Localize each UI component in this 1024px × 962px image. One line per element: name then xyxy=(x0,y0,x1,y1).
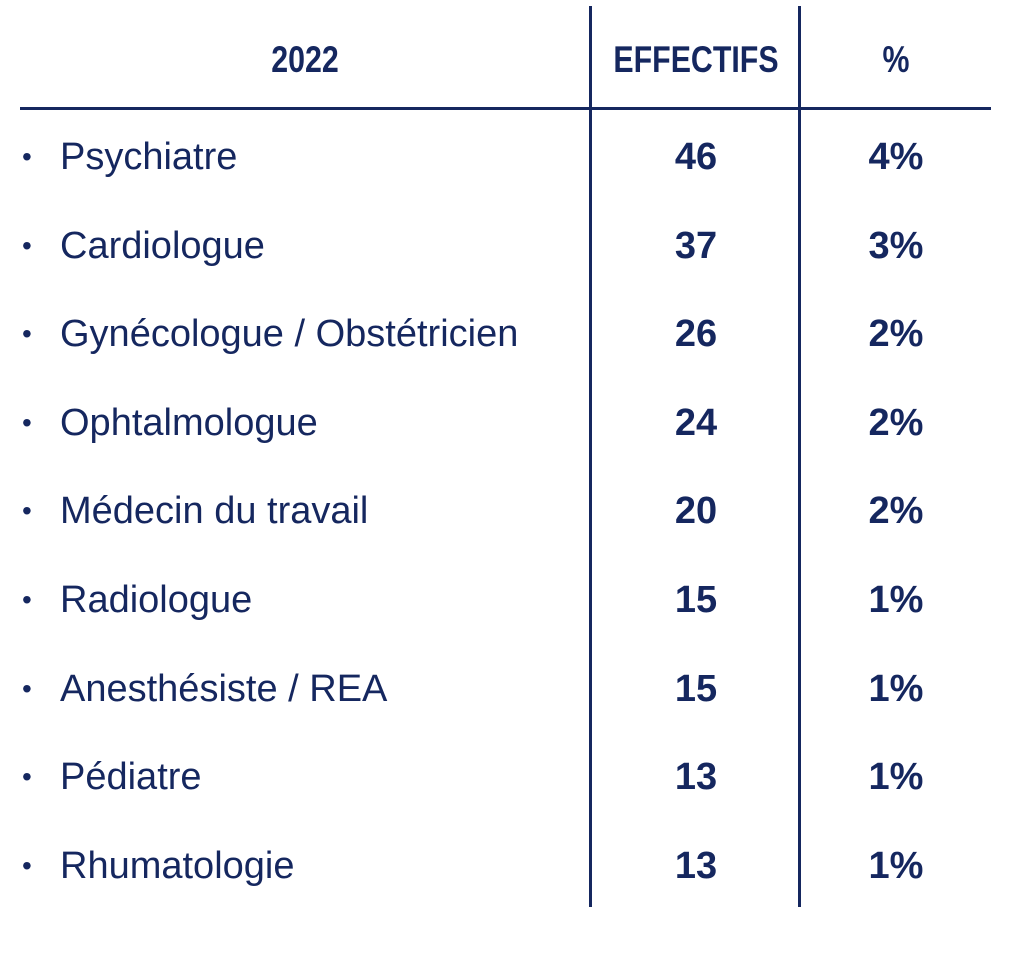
row-label: Radiologue xyxy=(60,579,253,621)
row-effectifs: 13 xyxy=(674,756,718,799)
row-effectifs: 15 xyxy=(674,667,718,710)
table-row: • Pédiatre 13 1% xyxy=(0,747,1024,807)
column-divider-1 xyxy=(589,6,592,907)
row-percent: 3% xyxy=(868,224,924,267)
row-label: Anesthésiste / REA xyxy=(60,667,388,710)
table-row: • Radiologue 15 1% xyxy=(0,570,1024,630)
row-percent: 1% xyxy=(868,756,924,799)
header-percent: % xyxy=(882,39,910,80)
bullet-icon: • xyxy=(22,584,32,615)
table-row: • Anesthésiste / REA 15 1% xyxy=(0,659,1024,719)
row-effectifs: 20 xyxy=(674,490,718,533)
bullet-icon: • xyxy=(22,761,32,793)
bullet-icon: • xyxy=(22,849,32,881)
table-row: • Ophtalmologue 24 2% xyxy=(0,393,1024,453)
table-row: • Gynécologue / Obstétricien 26 2% xyxy=(0,304,1024,364)
bullet-icon: • xyxy=(22,141,32,172)
bullet-icon: • xyxy=(22,318,32,350)
row-percent: 2% xyxy=(868,490,924,533)
row-percent: 1% xyxy=(868,579,924,621)
header-divider xyxy=(20,107,991,110)
row-effectifs: 15 xyxy=(674,579,718,621)
row-effectifs: 26 xyxy=(674,313,718,356)
bullet-icon: • xyxy=(22,229,32,261)
row-effectifs: 24 xyxy=(674,401,718,444)
header-year: 2022 xyxy=(271,39,339,80)
table-row: • Rhumatologie 13 1% xyxy=(0,836,1024,896)
row-effectifs: 46 xyxy=(674,136,718,178)
row-label: Ophtalmologue xyxy=(60,401,318,444)
column-divider-2 xyxy=(798,6,801,907)
table-row: • Cardiologue 37 3% xyxy=(0,216,1024,276)
row-effectifs: 37 xyxy=(674,224,718,267)
row-label: Psychiatre xyxy=(60,136,238,178)
row-label: Gynécologue / Obstétricien xyxy=(60,313,519,356)
bullet-icon: • xyxy=(22,672,32,704)
row-percent: 2% xyxy=(868,313,924,356)
row-label: Pédiatre xyxy=(60,756,202,799)
row-label: Cardiologue xyxy=(60,224,265,267)
bullet-icon: • xyxy=(22,495,32,527)
row-percent: 2% xyxy=(868,401,924,444)
row-percent: 1% xyxy=(868,667,924,710)
header-effectifs: EFFECTIFS xyxy=(613,39,779,80)
row-label: Médecin du travail xyxy=(60,490,369,533)
row-effectifs: 13 xyxy=(674,844,718,887)
table-row: • Médecin du travail 20 2% xyxy=(0,481,1024,541)
table-row: • Psychiatre 46 4% xyxy=(0,127,1024,187)
row-label: Rhumatologie xyxy=(60,844,295,887)
row-percent: 4% xyxy=(868,136,924,178)
bullet-icon: • xyxy=(22,406,32,438)
row-percent: 1% xyxy=(868,844,924,887)
